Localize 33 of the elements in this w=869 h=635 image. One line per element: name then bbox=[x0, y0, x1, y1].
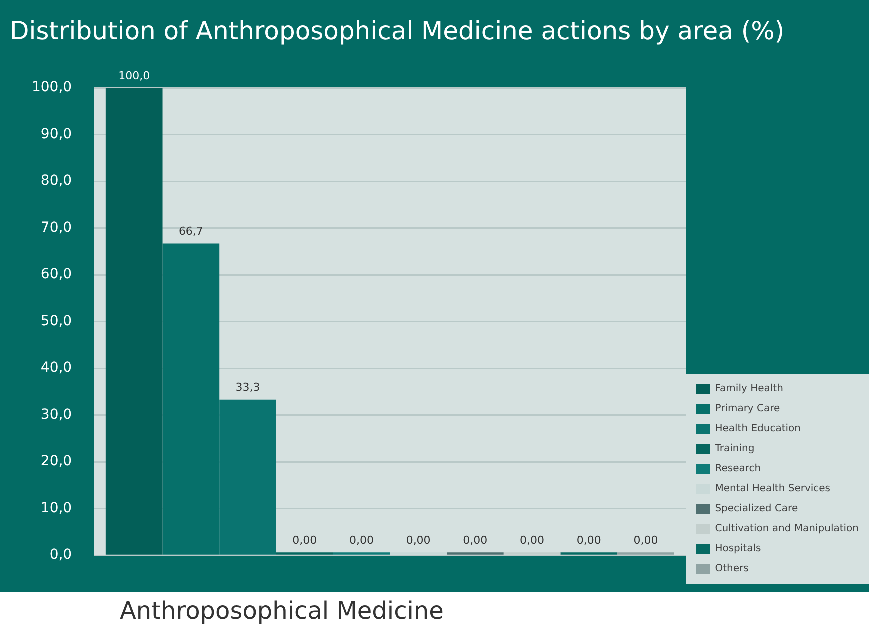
y-tick-label: 50,0 bbox=[40, 313, 72, 330]
legend-label: Others bbox=[715, 564, 749, 575]
y-tick-label: 60,0 bbox=[40, 266, 72, 283]
data-label: 0,00 bbox=[406, 534, 431, 547]
y-tick-label: 100,0 bbox=[32, 80, 72, 96]
text: Anthroposophical Medicine bbox=[120, 597, 444, 625]
y-tick-label: 30,0 bbox=[40, 406, 72, 423]
data-label: 0,00 bbox=[292, 534, 318, 547]
legend-label: Training bbox=[714, 444, 755, 455]
y-tick-label: 80,0 bbox=[40, 173, 72, 190]
legend-label: Primary Care bbox=[715, 404, 780, 415]
legend-label: Health Education bbox=[715, 424, 802, 435]
legend-label: Cultivation and Manipulation bbox=[715, 524, 860, 535]
data-label: 0,00 bbox=[634, 534, 658, 547]
legend-label: Family Health bbox=[715, 384, 784, 395]
data-label: 100,0 bbox=[118, 69, 150, 82]
y-tick-label: 40,0 bbox=[40, 360, 72, 376]
data-label: 0,00 bbox=[576, 534, 602, 547]
data-label: 33,3 bbox=[236, 381, 260, 394]
legend-label: Mental Health Services bbox=[715, 484, 831, 495]
y-tick-label: 70,0 bbox=[40, 220, 72, 236]
y-tick-label: 90,0 bbox=[40, 126, 72, 142]
data-label: 66,7 bbox=[178, 225, 204, 238]
chart-title: Distribution of Anthroposophical Medicine actions by area (%) bbox=[10, 16, 785, 46]
data-label: 0,00 bbox=[349, 534, 374, 547]
legend-label: Research bbox=[715, 464, 762, 475]
data-label: 0,00 bbox=[520, 534, 545, 547]
legend-label: Hospitals bbox=[715, 544, 762, 555]
data-label: 0,00 bbox=[463, 534, 488, 547]
legend-label: Specialized Care bbox=[715, 504, 798, 515]
y-tick-label: 0,0 bbox=[50, 547, 72, 564]
y-tick-label: 10,0 bbox=[40, 500, 72, 516]
y-tick-label: 20,0 bbox=[40, 454, 72, 470]
